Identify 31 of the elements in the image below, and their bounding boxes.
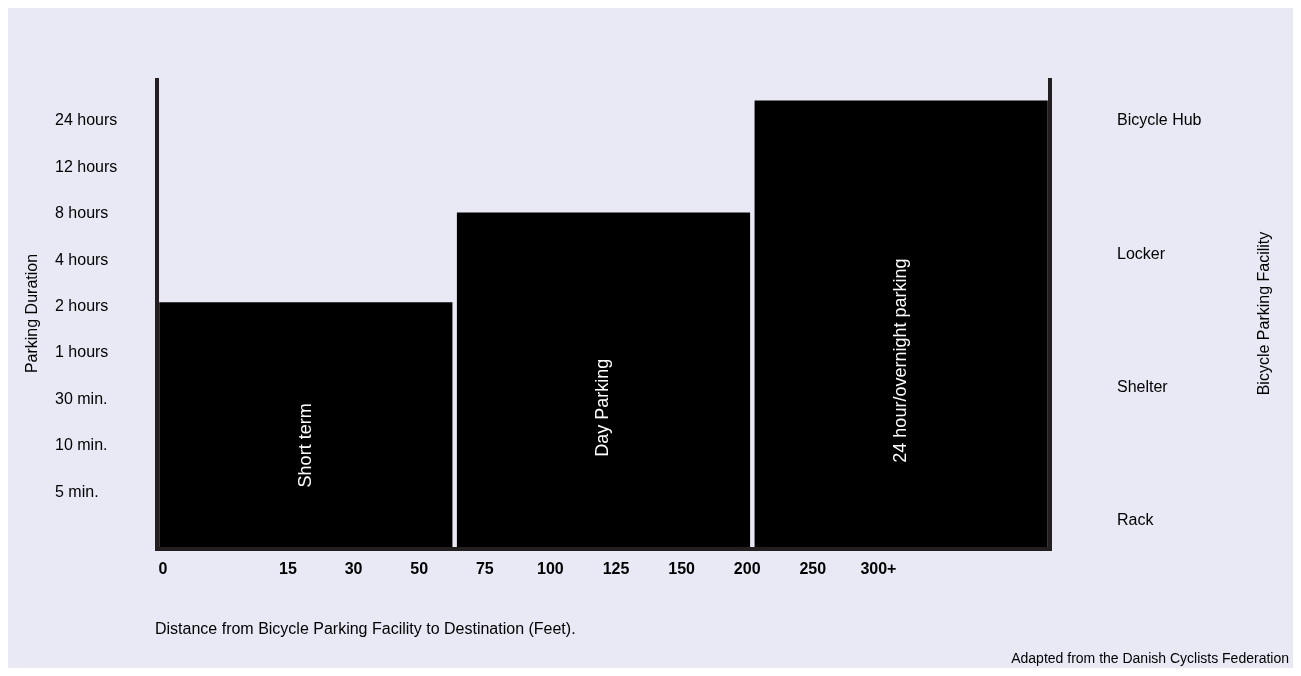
text: 125	[602, 560, 630, 578]
text: 24 hours	[55, 111, 118, 129]
text: 4 hours	[55, 250, 109, 268]
text: 150	[668, 560, 696, 578]
text: Shelter	[1117, 378, 1169, 396]
text: 15	[279, 560, 297, 578]
text: 2 hours	[55, 297, 109, 315]
x-axis-title: Distance from Bicycle Parking Facility to Destination (Feet).	[155, 620, 576, 638]
annotation: 24 hour/overnight parking	[890, 258, 911, 463]
text: 50	[410, 560, 429, 578]
text: 30	[344, 560, 363, 578]
text: Adapted from the Danish Cyclists Federation	[1011, 649, 1289, 666]
text: Locker	[1117, 244, 1166, 262]
text: 250	[799, 560, 827, 578]
text: 1 hours	[55, 343, 109, 361]
text: 30 min.	[55, 389, 108, 407]
text: 5 min.	[55, 482, 99, 500]
text: 12 hours	[55, 157, 118, 175]
text: Bicycle Hub	[1117, 111, 1202, 129]
text: 200	[733, 560, 761, 578]
text: Parking Duration	[23, 253, 41, 374]
annotation: Day Parking	[592, 358, 613, 457]
text: Bicycle Parking Facility	[1255, 231, 1273, 396]
text: 75	[475, 560, 494, 578]
text: 300+	[860, 560, 897, 578]
text: 8 hours	[55, 204, 109, 222]
text: 100	[537, 560, 564, 578]
text: Rack	[1117, 511, 1155, 529]
annotation: Short term	[294, 403, 315, 488]
text: 0	[158, 560, 168, 578]
text: 10 min.	[55, 436, 108, 454]
